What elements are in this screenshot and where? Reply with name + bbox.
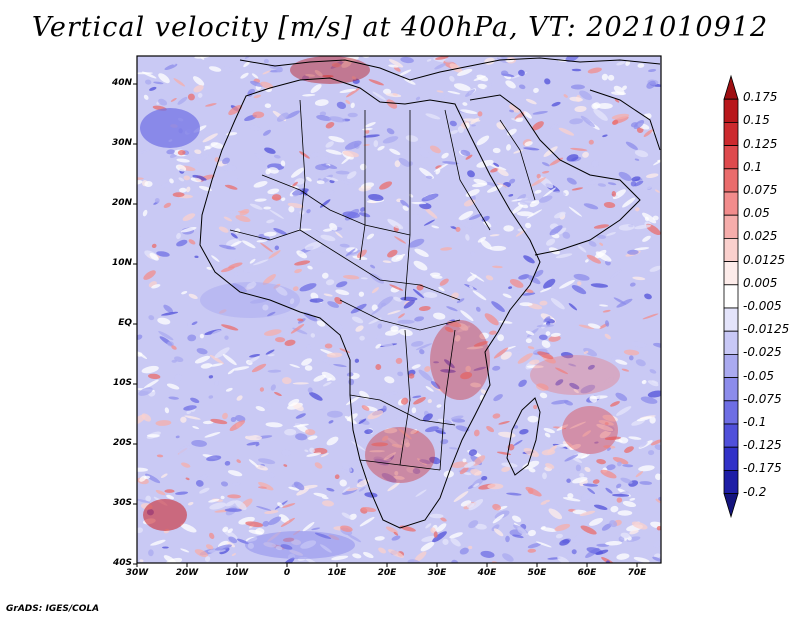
colorbar-swatch <box>723 145 739 170</box>
colorbar-label: 0.025 <box>743 229 778 244</box>
colorbar-label: -0.1 <box>743 415 767 429</box>
colorbar-swatch <box>723 98 739 123</box>
colorbar-label: -0.075 <box>743 391 782 406</box>
colorbar-swatch <box>723 74 739 100</box>
colorbar-swatch <box>723 237 739 262</box>
colorbar-label: 0.075 <box>743 183 778 197</box>
colorbar-swatch <box>723 122 739 147</box>
lon-label: 70E <box>627 568 647 578</box>
lon-label: 30E <box>427 568 447 578</box>
lat-label: 40S <box>112 558 132 568</box>
colorbar-swatch <box>723 261 739 286</box>
lon-label: 0 <box>283 568 291 578</box>
lon-label: 10W <box>225 568 249 578</box>
colorbar-label: -0.005 <box>743 299 782 313</box>
credit-text: GrADS: IGES/COLA <box>6 604 100 614</box>
colorbar-label: 0.175 <box>743 90 778 105</box>
colorbar-swatch <box>723 353 739 378</box>
colorbar-label: 0.005 <box>743 275 778 290</box>
country-borders <box>229 99 536 471</box>
colorbar-swatch <box>723 377 739 402</box>
colorbar-label: -0.05 <box>743 368 775 383</box>
colorbar-swatch <box>723 493 739 519</box>
lon-label: 30W <box>125 568 149 578</box>
lat-label: 30S <box>112 498 132 508</box>
colorbar-label: -0.175 <box>743 461 782 476</box>
colorbar-swatch <box>723 284 739 309</box>
colorbar-swatch <box>723 191 739 216</box>
colorbar <box>723 74 739 519</box>
lon-label: 50E <box>527 568 547 578</box>
colorbar-label: 0.125 <box>743 136 778 151</box>
lon-label: 20E <box>377 568 397 578</box>
lon-label: 40E <box>477 568 497 578</box>
colorbar-label: 0.15 <box>743 113 770 128</box>
colorbar-swatch <box>723 168 739 193</box>
africa-coastline <box>199 77 541 529</box>
colorbar-label: -0.125 <box>743 438 782 453</box>
colorbar-swatch <box>723 307 739 332</box>
madagascar-outline <box>506 397 541 476</box>
colorbar-label: 0.0125 <box>743 252 785 267</box>
velocity-field <box>137 56 661 563</box>
lon-label: 60E <box>577 568 597 578</box>
map-title: Vertical velocity [m/s] at 400hPa, VT: 2… <box>31 12 769 43</box>
colorbar-swatch <box>723 446 739 471</box>
lat-label: 10S <box>112 378 132 388</box>
colorbar-swatch <box>723 330 739 355</box>
lat-label: 40N <box>111 78 132 88</box>
colorbar-swatch <box>723 423 739 448</box>
lon-label: 20W <box>175 568 199 578</box>
lon-label: 10E <box>327 568 347 578</box>
colorbar-label: -0.2 <box>743 484 767 499</box>
lat-label: 20S <box>112 438 132 448</box>
lat-label: 10N <box>111 258 132 268</box>
colorbar-swatch <box>723 469 739 494</box>
arabia-coastline <box>469 94 641 256</box>
plot-frame <box>136 55 662 564</box>
colorbar-label: -0.0125 <box>743 322 790 337</box>
colorbar-swatch <box>723 400 739 425</box>
colorbar-swatch <box>723 214 739 239</box>
colorbar-label: 0.05 <box>743 206 770 221</box>
lat-label: 20N <box>111 198 132 208</box>
lat-label: EQ <box>118 318 132 328</box>
lat-label: 30N <box>111 138 132 148</box>
colorbar-label: 0.1 <box>743 159 763 174</box>
colorbar-label: -0.025 <box>743 345 782 360</box>
